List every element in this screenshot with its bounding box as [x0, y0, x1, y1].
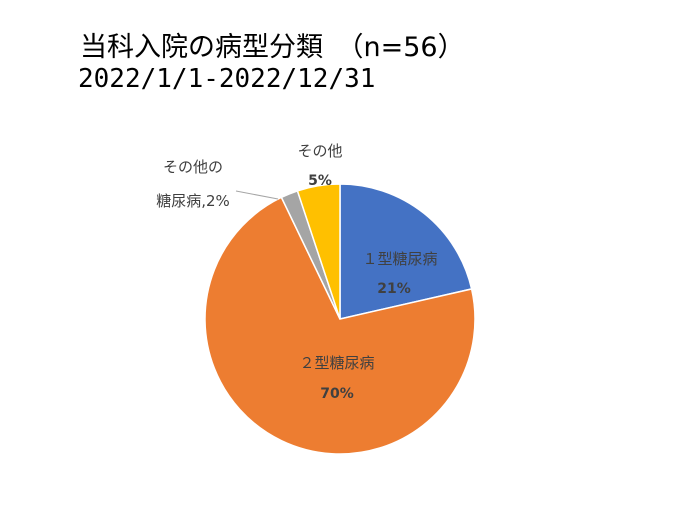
slice-pct-type1: 21%: [377, 281, 411, 297]
slice-pct-type2: 70%: [320, 386, 354, 402]
slice-label-other-line1: その他: [297, 142, 342, 160]
slice-other: [296, 183, 341, 320]
pie-labels: １型糖尿病 21% ２型糖尿病 70% その他の 糖尿病,2% その他 5%: [156, 142, 437, 402]
leader-line-other-dm: [235, 190, 279, 200]
slice-label-type1: １型糖尿病: [362, 250, 437, 268]
slice-label-other-dm-line2: 糖尿病,2%: [156, 192, 230, 210]
slice-label-other-dm-line1: その他の: [163, 158, 223, 176]
chart-date-range: 2022/1/1-2022/12/31: [78, 64, 376, 94]
pie-slices: [204, 183, 476, 455]
slice-type1: [339, 183, 473, 320]
slice-pct-other: 5%: [308, 173, 332, 189]
chart-title: 当科入院の病型分類 （n=56）: [80, 32, 465, 63]
slice-label-type2: ２型糖尿病: [299, 354, 374, 372]
slice-type2: [204, 196, 476, 455]
